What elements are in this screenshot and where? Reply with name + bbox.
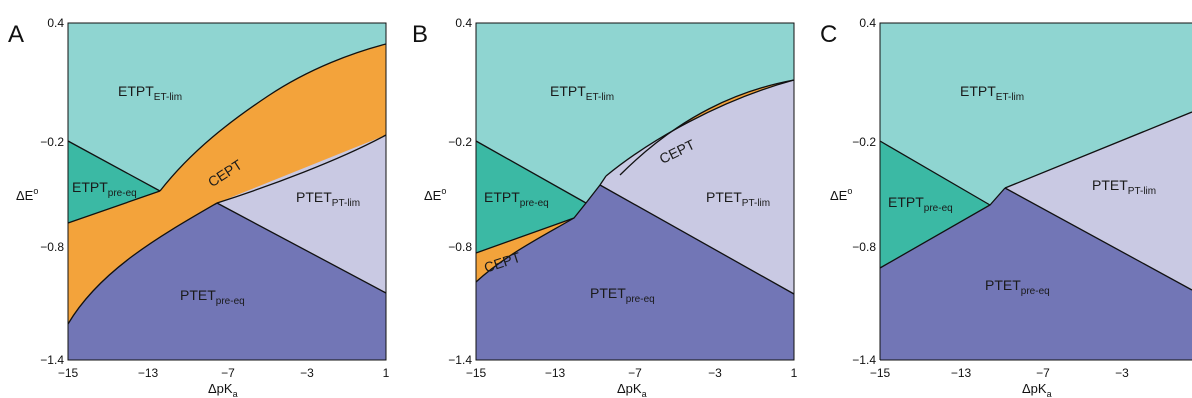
svg-text:1: 1 (791, 366, 798, 380)
svg-text:0.4: 0.4 (47, 16, 64, 30)
svg-text:−15: −15 (870, 366, 891, 380)
y-axis-label-a: ΔEo (16, 186, 38, 203)
panel-letter-c: C (820, 21, 837, 48)
region-etpt-pre-eq-a (68, 141, 160, 223)
label-etpt-pre-eq-c: ETPTpre-eq (888, 194, 953, 214)
svg-text:1: 1 (383, 366, 390, 380)
label-ptet-pre-eq-a: PTETpre-eq (180, 287, 245, 307)
y-ticks-c: 0.4 −0.2 −0.8 −1.4 (852, 16, 876, 367)
panel-b: B ETPTET-lim ETPTpre-eq CEPT CEPT PTETPT… (412, 16, 798, 398)
svg-text:−7: −7 (1036, 366, 1050, 380)
svg-text:−7: −7 (628, 366, 642, 380)
svg-text:−0.8: −0.8 (40, 240, 64, 254)
region-ptet-pre-eq-c (880, 188, 1192, 360)
svg-text:−13: −13 (545, 366, 566, 380)
y-ticks-a: 0.4 −0.2 −0.8 −1.4 (40, 16, 64, 367)
svg-text:−15: −15 (58, 366, 79, 380)
region-ptet-pre-eq-a (68, 203, 386, 360)
y-axis-label-c: ΔEo (830, 186, 852, 203)
x-ticks-a: −15 −13 −7 −3 1 (58, 366, 390, 380)
label-ptet-pt-lim-a: PTETPT-lim (296, 189, 360, 209)
region-ptet-pt-lim-b (600, 80, 794, 294)
svg-text:−7: −7 (221, 366, 235, 380)
label-etpt-pre-eq-b: ETPTpre-eq (484, 189, 549, 209)
x-axis-label-c: ΔpKa (1022, 381, 1052, 398)
svg-text:0.4: 0.4 (455, 16, 472, 30)
svg-text:−0.2: −0.2 (852, 135, 876, 149)
svg-text:−0.2: −0.2 (448, 135, 472, 149)
x-axis-label-a: ΔpKa (208, 381, 238, 398)
region-etpt-pre-eq-c (880, 141, 990, 268)
svg-text:−0.2: −0.2 (40, 135, 64, 149)
label-etpt-et-lim-a: ETPTET-lim (118, 83, 182, 103)
svg-text:−3: −3 (300, 366, 314, 380)
panel-c: C ETPTET-lim ETPTpre-eq PTETPT-lim PTETp… (820, 16, 1192, 398)
panel-letter-b: B (412, 21, 428, 48)
region-cept-a (68, 44, 386, 324)
y-ticks-b: 0.4 −0.2 −0.8 −1.4 (448, 16, 472, 367)
svg-text:−1.4: −1.4 (852, 353, 876, 367)
svg-text:−1.4: −1.4 (40, 353, 64, 367)
region-cept-lower-b (476, 218, 574, 282)
region-etpt-pre-eq-b (476, 141, 586, 253)
x-axis-label-b: ΔpKa (617, 381, 647, 398)
label-ptet-pt-lim-c: PTETPT-lim (1092, 177, 1156, 197)
region-ptet-pt-lim-a (217, 135, 386, 293)
svg-text:−13: −13 (138, 366, 159, 380)
panel-a: A ETPTET-lim ETPTpre-eq CEPT PTETPT-lim … (8, 16, 390, 398)
svg-text:−1.4: −1.4 (448, 353, 472, 367)
label-ptet-pre-eq-b: PTETpre-eq (590, 285, 655, 305)
y-axis-label-b: ΔEo (424, 186, 446, 203)
svg-text:−15: −15 (466, 366, 487, 380)
svg-text:−3: −3 (1115, 366, 1129, 380)
svg-text:−0.8: −0.8 (448, 240, 472, 254)
x-ticks-b: −15 −13 −7 −3 1 (466, 366, 798, 380)
svg-text:−3: −3 (708, 366, 722, 380)
panel-letter-a: A (8, 21, 24, 48)
svg-text:0.4: 0.4 (859, 16, 876, 30)
label-etpt-et-lim-b: ETPTET-lim (550, 83, 614, 103)
label-etpt-et-lim-c: ETPTET-lim (960, 83, 1024, 103)
region-ptet-pt-lim-c (1005, 112, 1192, 290)
label-ptet-pt-lim-b: PTETPT-lim (706, 189, 770, 209)
svg-text:−13: −13 (951, 366, 972, 380)
svg-text:−0.8: −0.8 (852, 240, 876, 254)
x-ticks-c: −15 −13 −7 −3 (870, 366, 1129, 380)
label-ptet-pre-eq-c: PTETpre-eq (985, 277, 1050, 297)
label-etpt-pre-eq-a: ETPTpre-eq (72, 179, 137, 199)
